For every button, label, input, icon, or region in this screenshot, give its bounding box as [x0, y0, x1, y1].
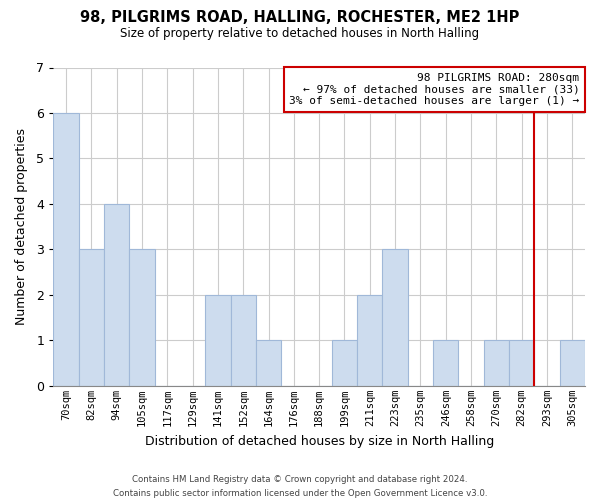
Bar	[382, 250, 408, 386]
Text: Size of property relative to detached houses in North Halling: Size of property relative to detached ho…	[121, 28, 479, 40]
Bar	[79, 250, 104, 386]
Bar	[205, 295, 230, 386]
Bar	[509, 340, 535, 386]
Bar	[230, 295, 256, 386]
Bar	[484, 340, 509, 386]
X-axis label: Distribution of detached houses by size in North Halling: Distribution of detached houses by size …	[145, 434, 494, 448]
Text: Contains HM Land Registry data © Crown copyright and database right 2024.
Contai: Contains HM Land Registry data © Crown c…	[113, 476, 487, 498]
Bar	[256, 340, 281, 386]
Bar	[433, 340, 458, 386]
Text: 98 PILGRIMS ROAD: 280sqm
← 97% of detached houses are smaller (33)
3% of semi-de: 98 PILGRIMS ROAD: 280sqm ← 97% of detach…	[289, 73, 580, 106]
Bar	[332, 340, 357, 386]
Bar	[560, 340, 585, 386]
Bar	[53, 113, 79, 386]
Text: 98, PILGRIMS ROAD, HALLING, ROCHESTER, ME2 1HP: 98, PILGRIMS ROAD, HALLING, ROCHESTER, M…	[80, 10, 520, 25]
Bar	[130, 250, 155, 386]
Bar	[357, 295, 382, 386]
Y-axis label: Number of detached properties: Number of detached properties	[15, 128, 28, 325]
Bar	[104, 204, 130, 386]
